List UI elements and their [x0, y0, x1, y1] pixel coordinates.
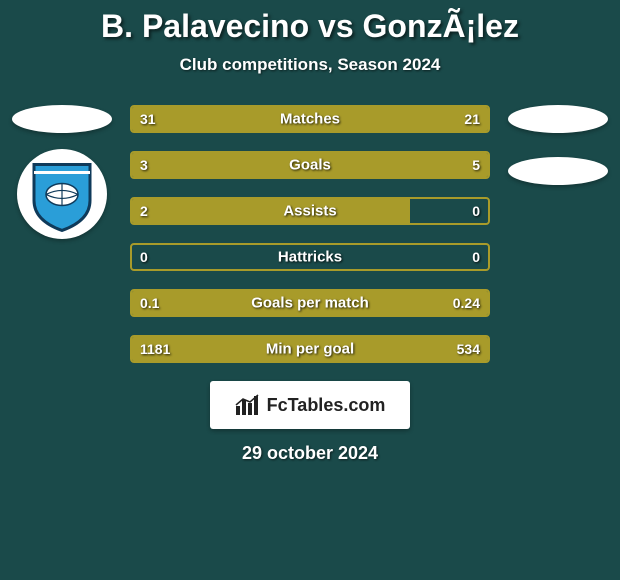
stats-column: 31 Matches 21 3 Goals 5 2 Assists 0 0 Hattricks 0 0.…: [116, 105, 504, 363]
comparison-row: 31 Matches 21 3 Goals 5 2 Assists 0 0 Hattricks 0 0.…: [0, 105, 620, 363]
left-player-col: [8, 105, 116, 241]
player-photo-placeholder: [12, 105, 112, 133]
stat-value-left: 0.1: [140, 295, 159, 311]
season-subtitle: Club competitions, Season 2024: [0, 55, 620, 75]
stat-bar: 0.1 Goals per match 0.24: [130, 289, 490, 317]
stat-bar: 0 Hattricks 0: [130, 243, 490, 271]
stat-value-left: 0: [140, 249, 148, 265]
stat-label: Hattricks: [278, 249, 342, 266]
stat-label: Goals per match: [251, 295, 369, 312]
stat-fill-left: [132, 199, 410, 223]
stat-bar: 2 Assists 0: [130, 197, 490, 225]
stat-value-right: 534: [457, 341, 480, 357]
stat-value-right: 21: [464, 111, 480, 127]
date-label: 29 october 2024: [0, 443, 620, 464]
stat-label: Goals: [289, 157, 331, 174]
club-badge-placeholder: [508, 157, 608, 185]
stat-value-right: 0: [472, 249, 480, 265]
stat-bar: 1181 Min per goal 534: [130, 335, 490, 363]
stat-value-right: 0: [472, 203, 480, 219]
stat-label: Matches: [280, 111, 340, 128]
club-badge: [17, 149, 107, 241]
page-title: B. Palavecino vs GonzÃ¡lez: [0, 8, 620, 45]
right-player-col: [504, 105, 612, 185]
stat-value-right: 5: [472, 157, 480, 173]
stat-label: Assists: [283, 203, 336, 220]
stat-value-right: 0.24: [453, 295, 480, 311]
shield-icon: [30, 160, 94, 232]
source-label: FcTables.com: [267, 395, 386, 416]
source-badge: FcTables.com: [210, 381, 410, 429]
stat-value-left: 2: [140, 203, 148, 219]
stat-value-left: 1181: [140, 341, 170, 357]
stat-fill-left: [132, 153, 267, 177]
player-photo-placeholder: [508, 105, 608, 133]
stat-bar: 31 Matches 21: [130, 105, 490, 133]
bars-icon: [235, 394, 261, 416]
stat-value-left: 3: [140, 157, 148, 173]
stat-value-left: 31: [140, 111, 156, 127]
stat-bar: 3 Goals 5: [130, 151, 490, 179]
stat-label: Min per goal: [266, 341, 354, 358]
